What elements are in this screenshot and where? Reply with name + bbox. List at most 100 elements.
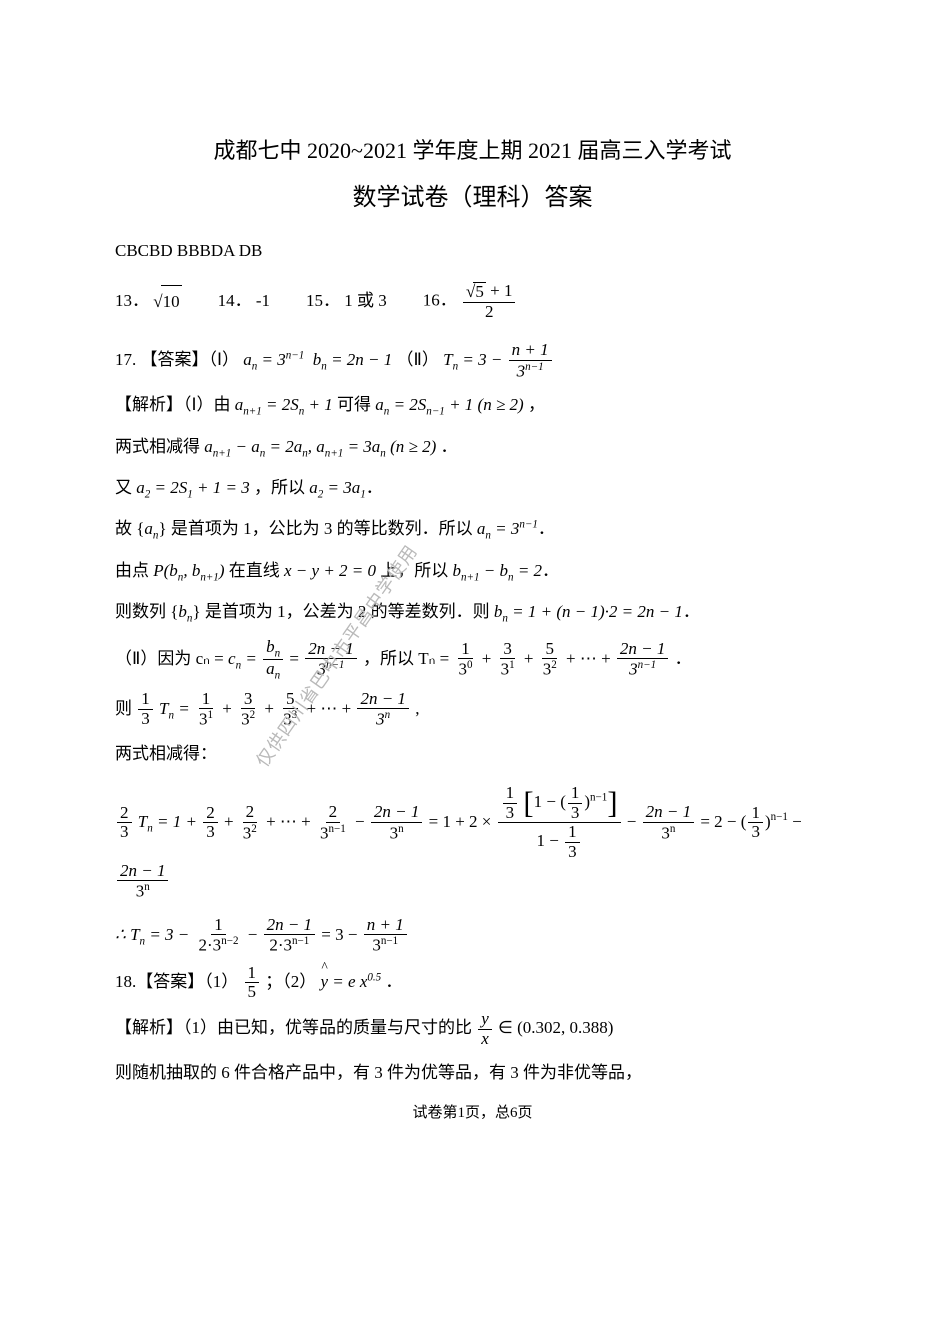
multiple-choice-answers: CBCBD BBBDA DB bbox=[115, 235, 830, 267]
footer-total: 6 bbox=[510, 1105, 518, 1121]
q17-line5: 由点 P(bn, bn+1) 在直线 x − y + 2 = 0 上，所以 bn… bbox=[115, 555, 830, 588]
q15-answer: 1 或 3 bbox=[344, 291, 387, 310]
q17-be-sl: 23n−1 bbox=[317, 803, 349, 843]
q17-T-last-num: 2n − 1 bbox=[617, 640, 668, 660]
q17-a1a: an+1 = 2Sn + 1 bbox=[235, 395, 333, 414]
q17-l8-t1: 131 bbox=[196, 690, 216, 730]
q17-ot-d: 3 bbox=[138, 710, 153, 729]
q17-line6: 则数列 {bn} 是首项为 1，公差为 2 的等差数列．则 bn = 1 + (… bbox=[115, 596, 830, 629]
q17-T-term1: 130 bbox=[455, 640, 475, 680]
q17-p2-end: ． bbox=[675, 649, 692, 668]
q18-end: ． bbox=[385, 972, 402, 991]
q17-fminus: − bbox=[248, 925, 262, 944]
q17-p2-t2: ，所以 Tₙ = bbox=[363, 649, 454, 668]
page: 成都七中 2020~2021 学年度上期 2021 届高三入学考试 数学试卷（理… bbox=[0, 0, 945, 1167]
q17-l2end: ． bbox=[440, 437, 457, 456]
q17-analysis-1: 【解析】（Ⅰ）由 an+1 = 2Sn + 1 可得 an = 2Sn−1 + … bbox=[115, 389, 830, 422]
q17-a1b: 可得 bbox=[337, 395, 371, 414]
q17-ff3n: n + 1 bbox=[364, 916, 407, 936]
q17-ot-n: 1 bbox=[138, 690, 153, 710]
q17-be-m1n: 2n − 1 bbox=[371, 803, 422, 823]
q13-label: 13． bbox=[115, 291, 149, 310]
q17-l2eq: an+1 − an = 2an, an+1 = 3an (n ≥ 2) bbox=[204, 437, 436, 456]
q18-rd: x bbox=[478, 1030, 492, 1049]
q18-prefix: 18.【答案】（1） bbox=[115, 972, 238, 991]
q18-ana-pre: 【解析】（1）由已知，优等品的质量与尺寸的比 bbox=[115, 1018, 476, 1037]
q17-l8-pre: 则 bbox=[115, 699, 136, 718]
q15-label: 15． bbox=[306, 291, 340, 310]
q15: 15． 1 或 3 bbox=[306, 285, 387, 317]
q17-line4: 故 {an} 是首项为 1，公比为 3 的等比数列．所以 an = 3n−1． bbox=[115, 513, 830, 546]
q17-cn-num2: 2n − 1 bbox=[305, 640, 356, 660]
q17-ff2n: 2n − 1 bbox=[264, 916, 315, 936]
q17-analysis-label: 【解析】（Ⅰ）由 bbox=[115, 395, 231, 414]
footer-mid: 页，总 bbox=[465, 1105, 510, 1121]
q17-p2-t1: （Ⅱ）因为 cₙ = bbox=[115, 649, 228, 668]
q16-answer-fraction: √5 + 1 2 bbox=[463, 282, 515, 322]
q17-be-m3n: 2n − 1 bbox=[117, 862, 168, 882]
q17-Tn-frac: n + 1 3n−1 bbox=[509, 341, 552, 381]
footer: 试卷第1页，总6页 bbox=[0, 1099, 945, 1128]
q16: 16． √5 + 1 2 bbox=[423, 282, 518, 322]
q17-be-lhs: 23 bbox=[117, 804, 132, 842]
q17-be-lhs-n: 2 bbox=[117, 804, 132, 824]
q17-final-f3: n + 13n−1 bbox=[364, 916, 407, 956]
q17-line3: 又 a2 = 2S1 + 1 = 3 ，所以 a2 = 3a1． bbox=[115, 472, 830, 505]
q17-p2-eq: = bbox=[289, 649, 303, 668]
q17-final-line: ∴ Tn = 3 − 12·3n−2 − 2n − 12·3n−1 = 3 − … bbox=[115, 916, 830, 956]
q17-be-m1: 2n − 13n bbox=[371, 803, 422, 843]
q17-be-bigfrac: 13 [1 − (13)n−1] 1 − 13 bbox=[498, 784, 621, 862]
q17-be-m3: 2n − 13n bbox=[117, 862, 168, 902]
q13-answer: √10 bbox=[153, 285, 181, 318]
q18-a1d: 5 bbox=[245, 983, 260, 1002]
q17-final-f2: 2n − 12·3n−1 bbox=[264, 916, 315, 956]
q17-l2a: 两式相减得 bbox=[115, 437, 200, 456]
footer-prefix: 试卷第 bbox=[412, 1105, 457, 1121]
q17-Tn-num: n + 1 bbox=[509, 341, 552, 361]
q17-analysis-2: 两式相减得 an+1 − an = 2an, an+1 = 3an (n ≥ 2… bbox=[115, 431, 830, 464]
q17-line8: 则 13 Tn = 131 + 332 + 533 + ⋯ + 2n − 13n… bbox=[115, 690, 830, 730]
q18-ans1: 15 bbox=[245, 964, 260, 1002]
q17-feq: = 3 − bbox=[321, 925, 361, 944]
q17-ff1n: 1 bbox=[211, 916, 226, 936]
q17-T-last: 2n − 13n−1 bbox=[617, 640, 668, 680]
q17-be-m2: 2n − 13n bbox=[643, 803, 694, 843]
q17-T-term3: 532 bbox=[540, 640, 560, 680]
q14: 14． -1 bbox=[218, 285, 270, 317]
q18-answer-line: 18.【答案】（1） 15 ；（2） y = e x0.5 ． bbox=[115, 964, 830, 1002]
q17-prefix: 17. 【答案】（Ⅰ） bbox=[115, 350, 239, 369]
q18-analysis-1: 【解析】（1）由已知，优等品的质量与尺寸的比 yx ∈ (0.302, 0.38… bbox=[115, 1010, 830, 1048]
q17-be-eq2: = 1 + 2 × bbox=[429, 812, 496, 831]
q17-l8-t3: 533 bbox=[280, 690, 300, 730]
q17-l8-last: 2n − 13n bbox=[357, 690, 408, 730]
q17-be-m2n: 2n − 1 bbox=[643, 803, 694, 823]
q17-be-eq3: = 2 − bbox=[700, 812, 740, 831]
q17-be-s1: 23 bbox=[203, 804, 218, 842]
q17-cn-frac2: 2n − 1 3n−1 bbox=[305, 640, 356, 680]
title-main: 成都七中 2020~2021 学年度上期 2021 届高三入学考试 bbox=[115, 130, 830, 172]
q18-ratio: yx bbox=[478, 1010, 492, 1048]
q17-part2-prefix: （Ⅱ） bbox=[397, 350, 439, 369]
q18-line2: 则随机抽取的 6 件合格产品中，有 3 件为优等品，有 3 件为非优等品， bbox=[115, 1057, 830, 1089]
q17-line9: 两式相减得： bbox=[115, 738, 830, 770]
q17-be-s2: 232 bbox=[240, 803, 260, 843]
q17-bn: bn = 2n − 1 bbox=[313, 350, 392, 369]
q17-l8-end: , bbox=[415, 699, 419, 718]
q13: 13． √10 bbox=[115, 285, 182, 319]
q17-l8-onethird: 13 bbox=[138, 690, 153, 728]
q16-den: 2 bbox=[482, 303, 497, 322]
q14-answer: -1 bbox=[256, 291, 270, 310]
q17-part2-line1: （Ⅱ）因为 cₙ = cn = bn an = 2n − 1 3n−1 ，所以 … bbox=[115, 638, 830, 682]
q17-cn-frac1: bn an bbox=[263, 638, 283, 682]
q17-T-dots: + ⋯ + bbox=[566, 649, 615, 668]
q18-rn: y bbox=[478, 1010, 492, 1030]
q17-Tn: Tn = 3 − bbox=[443, 350, 506, 369]
q17-be-dots: + ⋯ + bbox=[266, 812, 315, 831]
q17-be-lhs-d: 3 bbox=[117, 823, 132, 842]
q17-l8-dots: + ⋯ + bbox=[307, 699, 356, 718]
q17-an: an = 3n−1 bbox=[243, 350, 304, 369]
q18-interval: ∈ (0.302, 0.388) bbox=[498, 1018, 613, 1037]
title-sub: 数学试卷（理科）答案 bbox=[115, 176, 830, 222]
q17-l8-t2: 332 bbox=[238, 690, 258, 730]
q17-a1d: ， bbox=[528, 395, 545, 414]
